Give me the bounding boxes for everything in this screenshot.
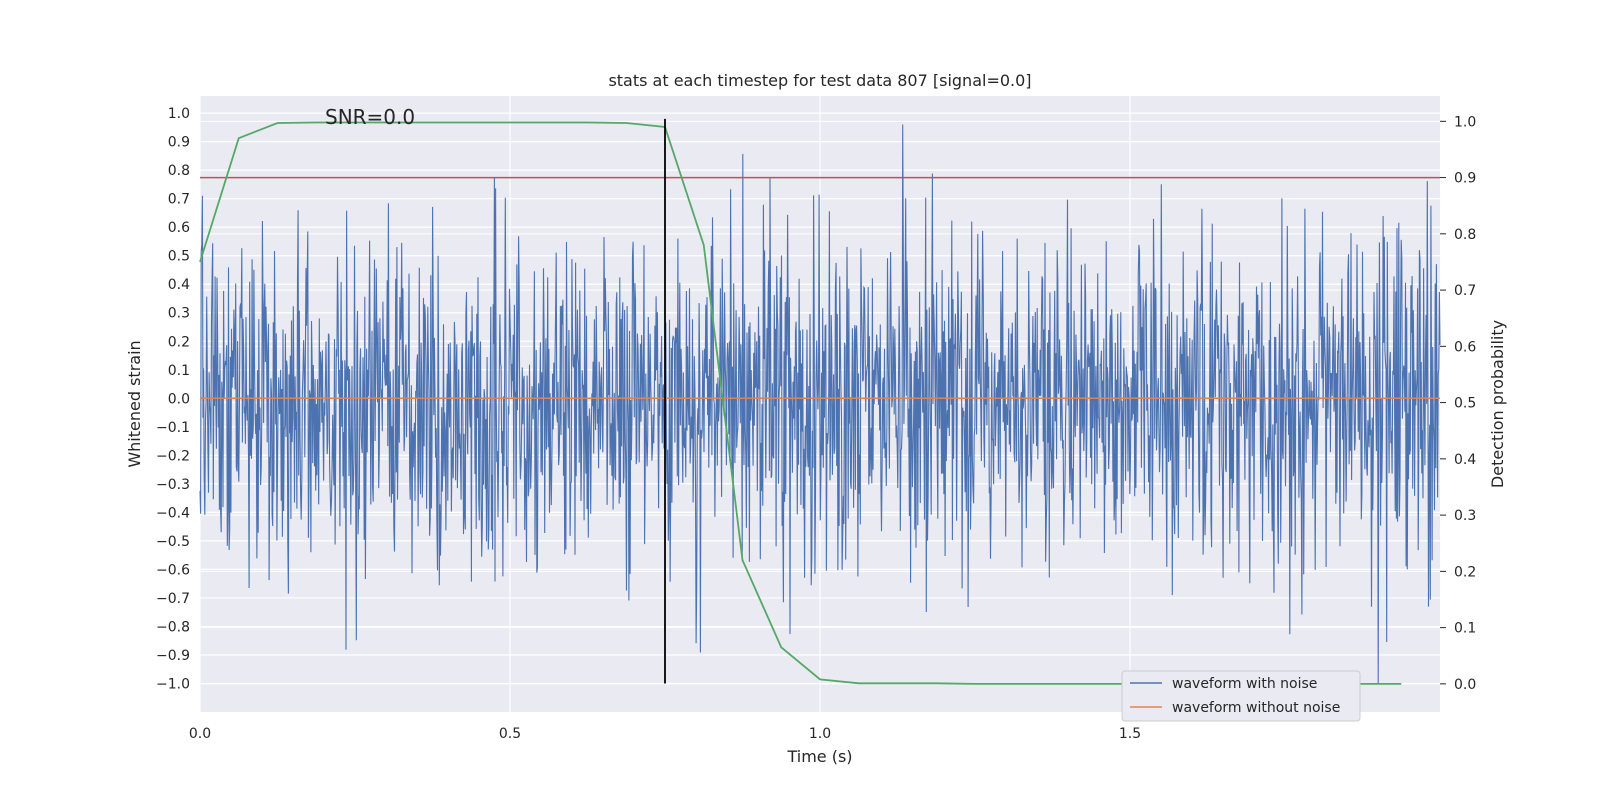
x-tick-label: 1.5: [1119, 726, 1141, 742]
y2-tick-label: 0.3: [1454, 508, 1476, 524]
y-tick-label: 0.1: [168, 363, 190, 379]
y-tick-label: 0.7: [168, 192, 190, 208]
y2-tick-label: 0.5: [1454, 396, 1476, 412]
x-tick-label: 0.5: [499, 726, 521, 742]
y2-tick-label: 0.8: [1454, 227, 1476, 243]
tick-layer: 0.0 0.5 1.0 1.5 −1.0 −0.9 −0.8 −0.7 −0.6 −0.5 −0.4…: [156, 106, 1476, 742]
snr-annotation: SNR=0.0: [325, 105, 415, 129]
y2-tick-label: 1.0: [1454, 114, 1476, 130]
y-tick-label: 0.2: [168, 334, 190, 350]
y-tick-label: −0.5: [156, 534, 190, 550]
y2-tick-label: 0.6: [1454, 339, 1476, 355]
y-tick-label: 0.3: [168, 306, 190, 322]
y-tick-label: −0.3: [156, 477, 190, 493]
y-tick-label: −0.9: [156, 648, 190, 664]
y-tick-label: 0.8: [168, 163, 190, 179]
y2-axis-label: Detection probability: [1488, 320, 1507, 488]
x-tick-label: 0.0: [189, 726, 211, 742]
legend-label-noisy: waveform with noise: [1172, 676, 1317, 692]
waveform-with-noise-line: [199, 124, 1441, 684]
legend-label-clean: waveform without noise: [1172, 700, 1340, 716]
legend: waveform with noise waveform without noi…: [1121, 670, 1361, 722]
chart-title: stats at each timestep for test data 807…: [608, 71, 1031, 90]
y-tick-label: 0.9: [168, 135, 190, 151]
y-tick-label: −0.8: [156, 619, 190, 635]
y2-tick-label: 0.9: [1454, 171, 1476, 187]
y-tick-label: 0.0: [168, 391, 190, 407]
y-tick-label: −0.7: [156, 591, 190, 607]
y-tick-label: 0.4: [168, 277, 190, 293]
y2-tick-label: 0.4: [1454, 452, 1476, 468]
y-tick-label: 0.6: [168, 220, 190, 236]
y-tick-label: −0.6: [156, 562, 190, 578]
y2-tick-label: 0.2: [1454, 564, 1476, 580]
y2-tick-label: 0.1: [1454, 621, 1476, 637]
y-tick-label: 1.0: [168, 106, 190, 122]
y-tick-label: −0.2: [156, 448, 190, 464]
y2-tick-label: 0.7: [1454, 283, 1476, 299]
y-tick-label: −1.0: [156, 676, 190, 692]
x-tick-label: 1.0: [809, 726, 831, 742]
y-tick-label: −0.4: [156, 505, 190, 521]
legend-box: [1121, 670, 1361, 722]
y-tick-label: −0.1: [156, 420, 190, 436]
y-axis-label: Whitened strain: [125, 340, 144, 467]
x-axis-label: Time (s): [786, 747, 852, 766]
y-tick-label: 0.5: [168, 249, 190, 265]
y2-tick-label: 0.0: [1454, 677, 1476, 693]
